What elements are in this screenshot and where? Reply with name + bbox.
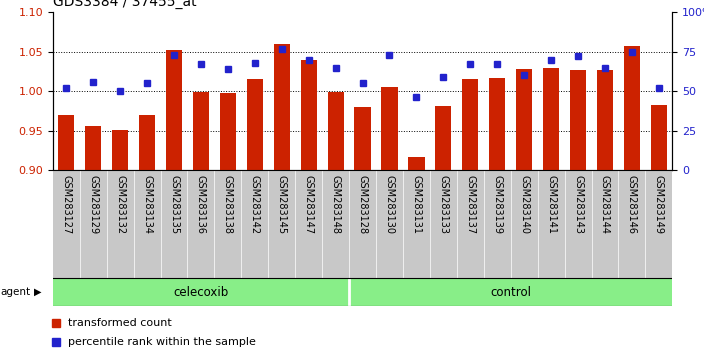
Bar <box>516 69 532 170</box>
Bar <box>274 44 290 170</box>
Text: GDS3384 / 37455_at: GDS3384 / 37455_at <box>53 0 196 9</box>
Text: GSM283135: GSM283135 <box>169 175 179 234</box>
Text: ▶: ▶ <box>34 287 42 297</box>
Text: GSM283131: GSM283131 <box>411 175 422 234</box>
Bar <box>463 79 479 170</box>
Bar <box>193 92 209 170</box>
Bar <box>408 157 425 170</box>
Text: GSM283140: GSM283140 <box>519 175 529 234</box>
Bar <box>650 105 667 170</box>
Bar <box>301 59 317 170</box>
Bar <box>246 79 263 170</box>
Bar <box>570 70 586 170</box>
Bar <box>58 115 75 170</box>
Text: GSM283136: GSM283136 <box>196 175 206 234</box>
Bar <box>139 115 155 170</box>
Text: GSM283147: GSM283147 <box>303 175 314 234</box>
Text: percentile rank within the sample: percentile rank within the sample <box>68 337 256 347</box>
Text: GSM283127: GSM283127 <box>61 175 71 235</box>
Bar <box>166 50 182 170</box>
Text: GSM283144: GSM283144 <box>600 175 610 234</box>
Bar <box>85 126 101 170</box>
Text: GSM283139: GSM283139 <box>492 175 502 234</box>
Text: GSM283128: GSM283128 <box>358 175 367 234</box>
Text: GSM283141: GSM283141 <box>546 175 556 234</box>
Bar <box>597 70 613 170</box>
Bar <box>355 107 370 170</box>
Text: GSM283149: GSM283149 <box>654 175 664 234</box>
Text: agent: agent <box>1 287 31 297</box>
Bar <box>435 106 451 170</box>
Bar <box>543 68 559 170</box>
Text: GSM283132: GSM283132 <box>115 175 125 234</box>
Text: GSM283133: GSM283133 <box>439 175 448 234</box>
Text: GSM283137: GSM283137 <box>465 175 475 234</box>
Text: GSM283146: GSM283146 <box>627 175 637 234</box>
Text: GSM283142: GSM283142 <box>250 175 260 234</box>
Bar <box>624 46 640 170</box>
Bar <box>112 130 128 170</box>
Text: GSM283148: GSM283148 <box>331 175 341 234</box>
Text: GSM283134: GSM283134 <box>142 175 152 234</box>
Text: celecoxib: celecoxib <box>173 286 229 298</box>
Text: GSM283145: GSM283145 <box>277 175 287 234</box>
Bar <box>220 93 236 170</box>
Bar <box>489 78 505 170</box>
Text: control: control <box>490 286 532 298</box>
Text: transformed count: transformed count <box>68 318 172 329</box>
Text: GSM283129: GSM283129 <box>88 175 98 234</box>
Text: GSM283130: GSM283130 <box>384 175 394 234</box>
Bar <box>327 92 344 170</box>
Text: GSM283138: GSM283138 <box>223 175 233 234</box>
Text: GSM283143: GSM283143 <box>573 175 583 234</box>
Bar <box>382 87 398 170</box>
